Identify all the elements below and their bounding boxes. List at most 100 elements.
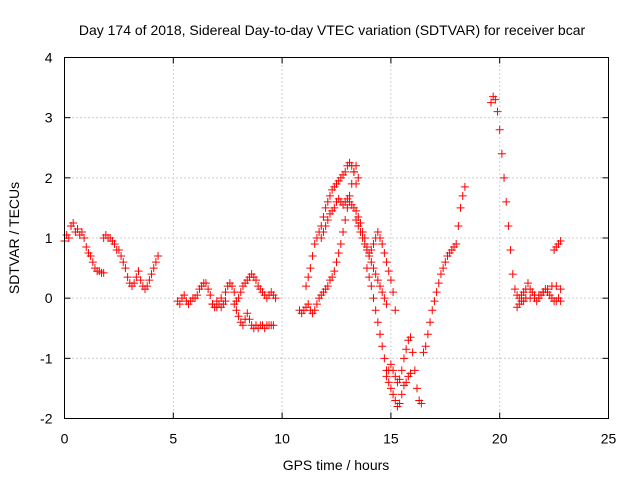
data-point [149, 264, 158, 273]
data-point [373, 276, 382, 285]
data-point [88, 258, 97, 267]
data-point [386, 384, 395, 393]
data-point [369, 240, 378, 249]
data-point [389, 288, 398, 297]
data-point [134, 267, 143, 276]
data-point [208, 300, 217, 309]
data-point [230, 300, 239, 309]
data-point [380, 354, 389, 363]
series-arc-b [99, 230, 163, 294]
data-point [341, 215, 350, 224]
data-point [382, 300, 391, 309]
y-tick-label: 0 [45, 290, 53, 306]
data-point [510, 285, 519, 294]
data-point [491, 95, 500, 104]
data-point [382, 372, 391, 381]
data-point [384, 378, 393, 387]
data-point [523, 279, 532, 288]
y-tick-label: 3 [45, 110, 53, 126]
data-point [389, 390, 398, 399]
data-points [60, 92, 565, 411]
data-point [77, 227, 86, 236]
data-point [341, 167, 350, 176]
data-point [352, 206, 361, 215]
data-point [310, 306, 319, 315]
data-point [271, 294, 280, 303]
data-point [117, 252, 126, 261]
data-point [234, 312, 243, 321]
y-axis-label: SDTVAR / TECUs [6, 182, 22, 294]
data-point [539, 288, 548, 297]
data-point [228, 282, 237, 291]
data-point [145, 276, 154, 285]
data-point [352, 215, 361, 224]
data-point [526, 294, 535, 303]
data-point [325, 191, 334, 200]
data-point [82, 243, 91, 252]
plot-frame [64, 57, 609, 419]
data-point [245, 315, 254, 324]
data-point [86, 252, 95, 261]
data-point [206, 291, 215, 300]
y-tick-label: -2 [40, 411, 53, 427]
y-tick-label: 4 [45, 50, 53, 66]
data-point [304, 273, 313, 282]
data-point [399, 354, 408, 363]
data-point [556, 285, 565, 294]
data-point [436, 270, 445, 279]
data-point [330, 267, 339, 276]
data-point [386, 360, 395, 369]
data-point [80, 234, 89, 242]
data-point [417, 399, 426, 408]
data-point [428, 306, 437, 315]
data-point [232, 306, 241, 315]
data-point [321, 221, 330, 230]
data-point [430, 297, 439, 306]
data-point [119, 258, 128, 267]
data-point [330, 203, 339, 212]
x-tick-label: 5 [169, 431, 177, 447]
data-point [358, 234, 367, 242]
series-arc-e [230, 300, 278, 333]
data-point [238, 321, 247, 330]
data-point [365, 273, 374, 282]
data-point [201, 279, 210, 288]
data-point [110, 240, 119, 249]
data-point [380, 249, 389, 258]
x-tick-label: 0 [61, 431, 69, 447]
series-arc-j [362, 264, 415, 411]
data-point [378, 288, 387, 297]
data-point [221, 288, 230, 297]
data-point [323, 282, 332, 291]
y-tick-label: -1 [40, 350, 53, 366]
data-point [69, 218, 78, 227]
data-point [234, 294, 243, 303]
data-point [269, 321, 278, 330]
data-point [508, 270, 517, 279]
data-point [308, 252, 317, 261]
data-point [506, 246, 515, 255]
series-arc-n [513, 282, 565, 312]
data-point [360, 240, 369, 249]
data-point [243, 309, 252, 318]
data-point [402, 345, 411, 354]
data-point [391, 396, 400, 405]
data-point [319, 227, 328, 236]
series-arc-o [550, 237, 565, 255]
x-tick-label: 15 [383, 431, 399, 447]
data-point [378, 240, 387, 249]
data-point [552, 282, 561, 291]
data-point [221, 297, 230, 306]
data-point [367, 258, 376, 267]
data-point [323, 215, 332, 224]
data-point [354, 221, 363, 230]
series-arc-c [173, 279, 230, 312]
x-axis-label: GPS time / hours [283, 457, 390, 473]
data-point [154, 252, 163, 261]
data-point [502, 197, 511, 206]
data-point [319, 212, 328, 221]
axes: 0 5 10 15 20 25 -2 -1 0 1 2 3 4 [40, 50, 616, 447]
data-point [321, 203, 330, 212]
